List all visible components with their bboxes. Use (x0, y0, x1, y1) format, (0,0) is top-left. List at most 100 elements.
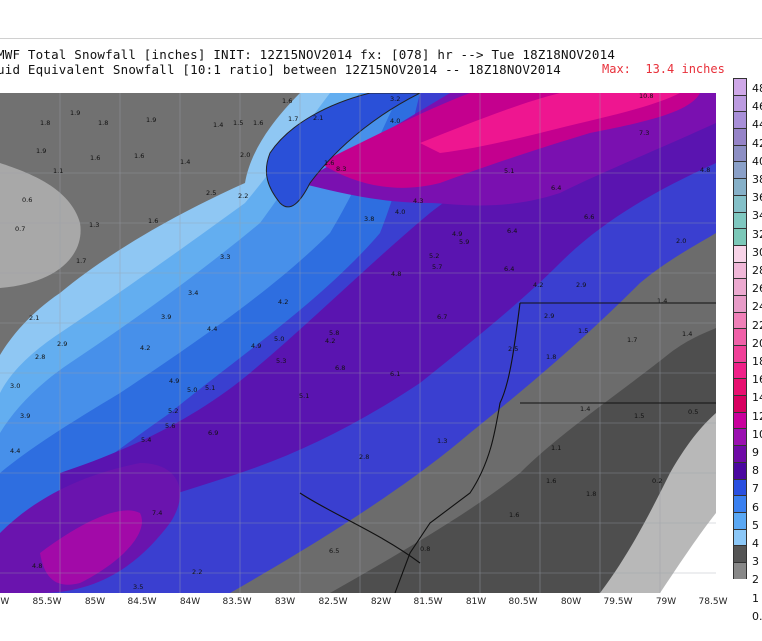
snowfall-value: 4.8 (391, 270, 401, 278)
snowfall-value: 3.5 (133, 583, 143, 591)
longitude-tick: 80W (560, 597, 582, 607)
county-boundaries (0, 93, 716, 593)
snowfall-value: 4.4 (10, 447, 20, 455)
snowfall-value: 6.6 (584, 213, 594, 221)
snowfall-value: 5.1 (299, 392, 309, 400)
snowfall-value: 1.4 (682, 330, 692, 338)
snowfall-value: 2.2 (238, 192, 248, 200)
longitude-tick: 5W (0, 597, 10, 607)
snowfall-value: 5.0 (187, 386, 197, 394)
snowfall-value: 1.6 (148, 217, 158, 225)
legend-tick: 18 (752, 355, 762, 368)
snowfall-value: 1.8 (40, 119, 50, 127)
snowfall-value: 1.6 (509, 511, 519, 519)
legend-tick: 10 (752, 427, 762, 441)
longitude-tick: 78.5W (698, 597, 728, 607)
legend-tick: 16 (752, 373, 762, 387)
snowfall-value: 3.0 (10, 382, 20, 390)
snowfall-value: 4.8 (32, 562, 42, 570)
snowfall-value: 6.7 (437, 313, 447, 321)
snowfall-value: 4.2 (140, 344, 150, 352)
snowfall-value: 0.6 (22, 196, 32, 204)
snowfall-value: 1.1 (551, 444, 561, 452)
legend-tick: 36 (752, 191, 762, 205)
snowfall-value: 2.5 (206, 189, 216, 197)
snow-zone-sw-magenta (40, 510, 142, 585)
snow-zone-light-gray (0, 163, 81, 288)
snowfall-value: 4.8 (700, 166, 710, 174)
longitude-tick: 83W (274, 597, 296, 607)
legend-tick: 40 (752, 154, 762, 168)
snowfall-value: 1.3 (437, 437, 447, 445)
legend-tick: 9 (752, 446, 759, 459)
legend-tick: 20 (752, 336, 762, 350)
legend-tick: 6 (752, 500, 759, 514)
snowfall-value: 6.8 (335, 364, 345, 372)
snowfall-value: 5.0 (274, 335, 284, 343)
snowfall-value: 1.6 (282, 97, 292, 105)
snowfall-value: 2.9 (544, 312, 554, 320)
legend-tick: 2 (752, 573, 759, 587)
snowfall-value: 1.9 (70, 109, 80, 117)
longitude-tick: 85W (84, 597, 106, 607)
snowfall-value: 6.5 (329, 547, 339, 555)
snowfall-value: 1.9 (146, 116, 156, 124)
legend-tick: 44 (752, 118, 762, 132)
legend-tick: 28 (752, 264, 762, 277)
legend-tick: 46 (752, 100, 762, 114)
legend-tick: 3 (752, 555, 759, 569)
legend-tick: 26 (752, 282, 762, 296)
lake-erie (265, 93, 421, 208)
snowfall-value: 2.9 (57, 340, 67, 348)
longitude-tick: 81.5W (413, 597, 443, 607)
snowfall-value: 4.9 (169, 377, 179, 385)
legend-tick: 30 (752, 245, 762, 259)
header-divider (0, 38, 762, 39)
snowfall-value: 1.4 (657, 297, 667, 305)
legend-swatch (733, 428, 747, 446)
snowfall-value: 1.5 (634, 412, 644, 420)
legend-swatch (733, 511, 747, 529)
snowfall-value: 10.8 (639, 93, 653, 100)
snowfall-value: 3.3 (220, 253, 230, 261)
snowfall-value: 1.5 (233, 119, 243, 127)
legend-swatch (733, 178, 747, 195)
snowfall-value: 7.3 (639, 129, 649, 137)
snowfall-value: 0.7 (15, 225, 25, 233)
legend-tick: 32 (752, 227, 762, 241)
longitude-tick: 82W (370, 597, 392, 607)
legend-tick: 7 (752, 482, 759, 496)
snowfall-value: 2.1 (29, 314, 39, 322)
legend-swatch (733, 528, 747, 546)
snowfall-value: 7.4 (152, 509, 162, 517)
legend-swatch (733, 294, 747, 312)
snowfall-value: 1.8 (586, 490, 596, 498)
snowfall-value: 1.4 (580, 405, 590, 413)
legend-swatch (733, 261, 747, 279)
legend-swatch (733, 561, 747, 579)
snowfall-value: 6.4 (551, 184, 561, 192)
legend-swatch (733, 411, 747, 429)
snowfall-value: 1.7 (627, 336, 637, 344)
legend-swatch (733, 194, 747, 212)
snowfall-value: 5.7 (432, 263, 442, 271)
legend-swatch (733, 478, 747, 496)
legend-swatch (733, 345, 747, 362)
snowfall-map: 1.9 1.8 1.8 1.9 1.4 1.5 1.6 1.6 1.7 2.1 3.2 1.9 1.6 1… (0, 93, 716, 593)
legend-swatch (733, 461, 747, 479)
legend-swatch (733, 94, 747, 112)
snowfall-value: 3.8 (364, 215, 374, 223)
legend-tick: 42 (752, 136, 762, 150)
snowfall-value: 2.9 (576, 281, 586, 289)
legend-tick: 5 (752, 518, 759, 532)
longitude-tick: 79W (655, 597, 677, 607)
longitude-tick: 82.5W (318, 597, 348, 607)
snowfall-value: 2.2 (192, 568, 202, 576)
legend-tick: 14 (752, 391, 762, 405)
legend-swatch (733, 211, 747, 229)
snowfall-value: 3.2 (390, 95, 400, 103)
legend-tick: 8 (752, 464, 759, 478)
snowfall-value-labels: 1.9 1.8 1.8 1.9 1.4 1.5 1.6 1.6 1.7 2.1 3.2 1.9 1.6 1… (10, 93, 710, 591)
legend-swatch (733, 111, 747, 129)
snowfall-value: 4.9 (251, 342, 261, 350)
